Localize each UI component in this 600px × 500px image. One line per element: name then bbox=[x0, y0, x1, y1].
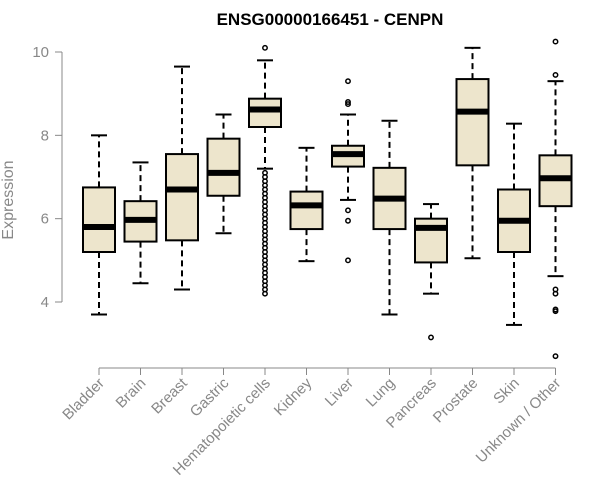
y-tick-label: 10 bbox=[32, 44, 49, 61]
box-iqr bbox=[82, 186, 116, 254]
box-iqr bbox=[165, 153, 199, 242]
x-category-label: Prostate bbox=[430, 375, 482, 427]
box-series bbox=[82, 38, 573, 360]
outlier-point bbox=[552, 290, 559, 297]
box-unknown-other bbox=[538, 38, 573, 360]
outlier-point bbox=[552, 71, 559, 78]
x-category-label: Breast bbox=[148, 374, 191, 417]
box-iqr bbox=[289, 190, 324, 231]
box-lung bbox=[372, 119, 407, 316]
outlier-point bbox=[345, 101, 351, 108]
box-hematopoietic-cells bbox=[248, 44, 282, 297]
x-category-label: Skin bbox=[490, 375, 523, 408]
box-brain bbox=[123, 161, 158, 285]
y-axis: 4 6 8 10 bbox=[32, 44, 63, 311]
chart-title: ENSG00000166451 - CENPN bbox=[217, 10, 444, 29]
box-iqr bbox=[455, 78, 490, 167]
box-skin bbox=[497, 122, 531, 326]
x-category-label: Liver bbox=[322, 375, 357, 410]
outlier-point bbox=[345, 99, 351, 105]
box-bladder bbox=[82, 134, 116, 316]
x-category-label: Lung bbox=[363, 375, 399, 411]
box-gastric bbox=[206, 113, 241, 235]
x-category-label: Kidney bbox=[271, 374, 316, 419]
outlier-point bbox=[552, 308, 559, 315]
box-iqr bbox=[206, 137, 241, 197]
x-category-label: Bladder bbox=[59, 375, 108, 424]
outlier-point bbox=[428, 334, 434, 341]
outlier-point bbox=[552, 38, 559, 45]
x-category-label: Brain bbox=[113, 375, 150, 412]
outlier-point bbox=[345, 257, 351, 264]
y-tick-label: 4 bbox=[41, 294, 49, 311]
outlier-point bbox=[262, 290, 268, 297]
outlier-point bbox=[345, 207, 351, 214]
outlier-point bbox=[262, 44, 268, 51]
y-axis-label: Expression bbox=[0, 160, 17, 239]
outlier-point bbox=[345, 217, 351, 224]
box-breast bbox=[165, 65, 199, 291]
outlier-point bbox=[345, 78, 351, 85]
box-pancreas bbox=[414, 203, 448, 341]
outlier-point bbox=[552, 353, 559, 360]
box-liver bbox=[331, 78, 365, 264]
box-kidney bbox=[289, 146, 324, 263]
y-tick-label: 8 bbox=[41, 127, 49, 144]
y-tick-label: 6 bbox=[41, 211, 49, 228]
box-prostate bbox=[455, 46, 490, 260]
box-iqr bbox=[248, 97, 282, 128]
